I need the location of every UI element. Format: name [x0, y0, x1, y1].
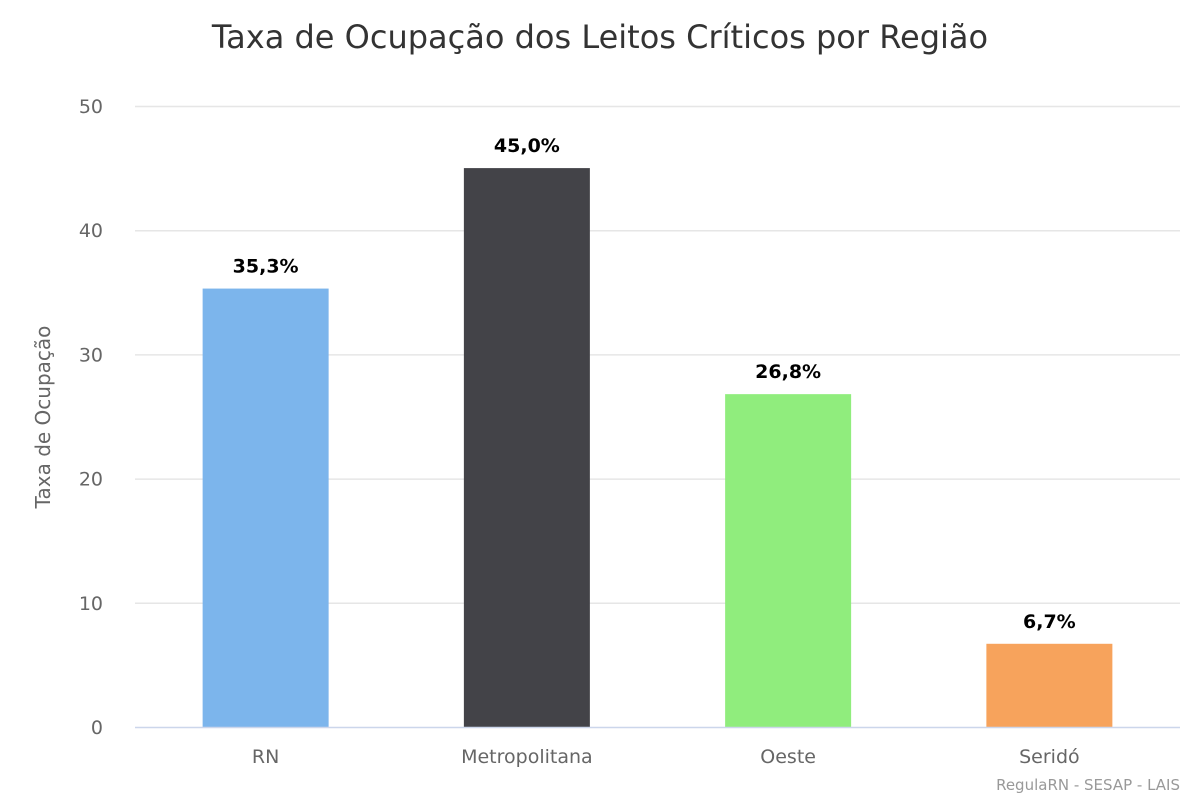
credits[interactable]: RegulaRN - SESAP - LAIS: [996, 776, 1180, 794]
data-label: 45,0%: [494, 135, 560, 157]
bar-metropolitana[interactable]: [463, 168, 590, 728]
bar-rn[interactable]: [202, 288, 329, 727]
y-tick-label: 0: [91, 717, 103, 739]
data-label: 35,3%: [233, 256, 299, 278]
y-tick-label: 10: [79, 593, 103, 615]
bar-oeste[interactable]: [725, 394, 852, 727]
chart-title: Taxa de Ocupação dos Leitos Críticos por…: [211, 18, 988, 56]
x-tick-label: RN: [252, 746, 279, 768]
y-tick-label: 20: [79, 469, 103, 491]
bar-seridó[interactable]: [986, 643, 1113, 727]
x-tick-label: Seridó: [1019, 746, 1080, 768]
x-tick-label: Oeste: [760, 746, 816, 768]
y-tick-label: 40: [79, 220, 103, 242]
y-tick-label: 30: [79, 344, 103, 366]
x-tick-label: Metropolitana: [461, 746, 593, 768]
data-label: 6,7%: [1023, 611, 1076, 633]
y-axis-label: Taxa de Ocupação: [31, 326, 55, 510]
data-label: 26,8%: [755, 361, 821, 383]
y-tick-label: 50: [79, 96, 103, 118]
